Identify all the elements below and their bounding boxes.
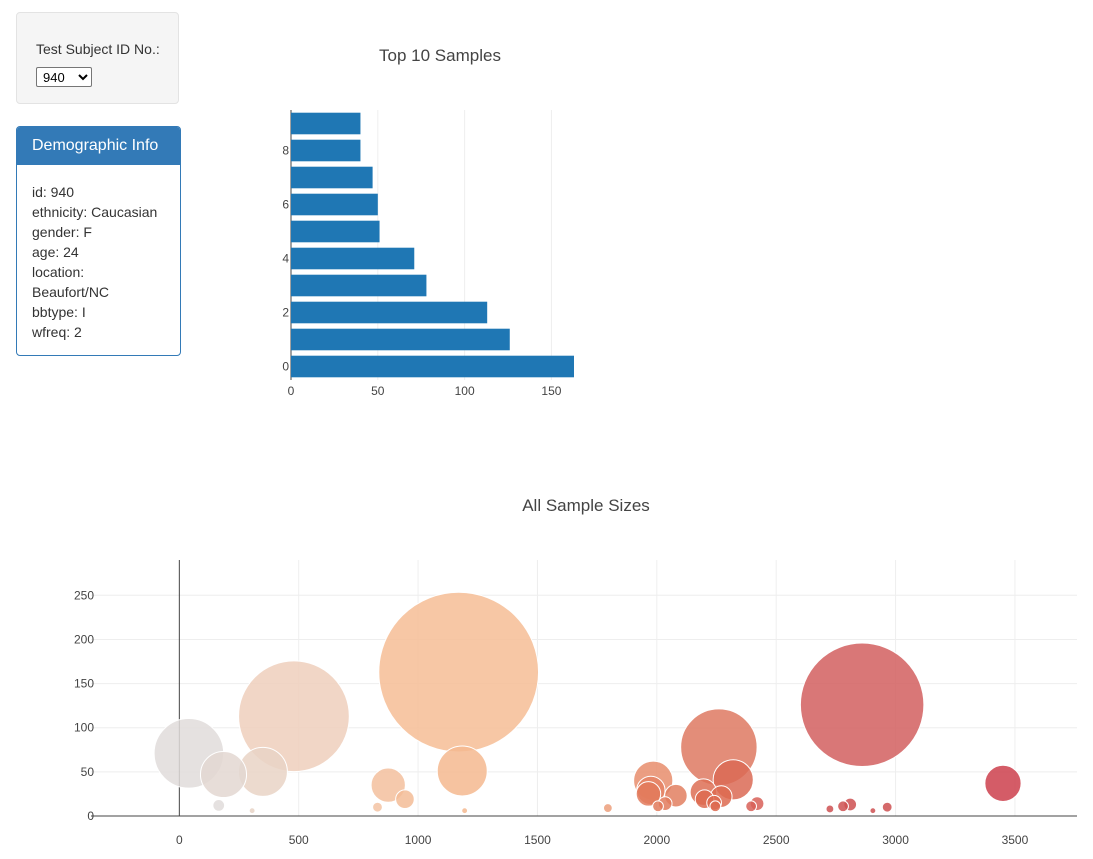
demo-line-gender: gender: F: [32, 224, 92, 240]
bubble-point-16: [652, 800, 664, 813]
bar-0: [291, 355, 574, 378]
bar-y-tick: 0: [282, 360, 289, 374]
bar-y-tick: 4: [282, 252, 289, 266]
demo-line-bbtype: bbtype: I: [32, 304, 86, 320]
bubble-point-27: [749, 796, 765, 812]
bar-chart-title: Top 10 Samples: [379, 46, 501, 65]
bubble-point-28: [825, 804, 835, 814]
demographic-panel-body: id: 940 ethnicity: Caucasian gender: F a…: [17, 165, 180, 342]
demo-line-location-label: location:: [32, 264, 85, 280]
bubble-point-12: [602, 803, 613, 813]
bubble-point-33: [881, 801, 893, 813]
subject-selector-label: Test Subject ID No.:: [36, 41, 160, 57]
bubble-point-1: [212, 799, 226, 812]
bar-9: [291, 112, 361, 135]
bubble-point-23: [709, 800, 722, 813]
demographic-panel-title: Demographic Info: [17, 127, 180, 165]
bubble-point-3: [248, 807, 256, 815]
bubble-y-tick: 50: [81, 765, 95, 779]
bar-6: [291, 193, 378, 216]
bar-y-tick: 6: [282, 198, 289, 212]
demo-line-ethnicity: ethnicity: Caucasian: [32, 204, 158, 220]
bubble-point-6: [372, 801, 383, 813]
subject-selector-well: Test Subject ID No.: 940: [16, 12, 179, 104]
bubble-point-11: [461, 807, 469, 815]
bubble-point-9: [378, 591, 540, 753]
bubble-x-tick: 1500: [524, 833, 551, 847]
bar-x-tick: 50: [371, 384, 385, 398]
bubble-point-5: [238, 660, 350, 773]
bar-x-tick: 100: [455, 384, 475, 398]
bubble-x-tick: 500: [289, 833, 309, 847]
bubble-chart-title: All Sample Sizes: [522, 496, 650, 515]
bubble-x-tick: 2000: [643, 833, 670, 847]
bar-5: [291, 220, 380, 243]
bubble-point-22: [706, 794, 722, 811]
bubble-x-tick: 3000: [882, 833, 909, 847]
bubble-x-tick: 0: [176, 833, 183, 847]
bubble-y-tick: 250: [74, 588, 94, 602]
demographic-panel: Demographic Info id: 940 ethnicity: Cauc…: [16, 126, 181, 356]
bubble-point-10: [436, 745, 488, 797]
bubble-point-30: [843, 797, 858, 812]
bar-1: [291, 328, 510, 351]
bar-8: [291, 139, 361, 162]
bubble-point-26: [745, 800, 758, 813]
demo-line-wfreq: wfreq: 2: [32, 324, 82, 340]
bar-x-tick: 150: [541, 384, 561, 398]
bubble-point-0: [153, 718, 225, 789]
bar-y-tick: 8: [282, 144, 289, 158]
bubble-y-tick: 100: [74, 721, 94, 735]
demo-line-id: id: 940: [32, 184, 75, 200]
bubble-x-tick: 3500: [1002, 833, 1029, 847]
bar-3: [291, 274, 427, 297]
bubble-point-4: [237, 746, 288, 797]
bubble-point-31: [799, 642, 925, 768]
bubble-point-25: [712, 759, 754, 801]
bubble-y-tick: 200: [74, 632, 94, 646]
bubble-y-tick: 150: [74, 677, 94, 691]
bar-x-tick: 0: [288, 384, 295, 398]
bubble-point-13: [633, 760, 674, 801]
bubble-point-29: [837, 800, 849, 813]
bar-7: [291, 166, 373, 189]
bubble-point-19: [680, 708, 758, 786]
demo-line-age: age: 24: [32, 244, 79, 260]
bar-2: [291, 301, 488, 324]
bar-y-tick: 2: [282, 306, 289, 320]
bubble-point-21: [694, 789, 715, 810]
bubble-point-14: [636, 775, 666, 806]
bubble-point-2: [199, 750, 248, 799]
bubble-point-20: [689, 778, 718, 806]
demo-line-location-value: Beaufort/NC: [32, 284, 110, 300]
bubble-point-18: [664, 783, 688, 808]
bubble-point-15: [635, 781, 662, 807]
bubble-y-tick: 0: [87, 809, 94, 823]
subject-id-select[interactable]: 940: [36, 67, 92, 87]
bubble-point-34: [984, 764, 1022, 802]
bubble-x-tick: 2500: [763, 833, 790, 847]
bar-4: [291, 247, 415, 270]
bubble-point-8: [395, 789, 415, 810]
bubble-point-7: [370, 767, 406, 803]
bubble-point-17: [657, 796, 673, 812]
bubble-point-24: [709, 785, 733, 808]
bubble-point-32: [869, 807, 877, 815]
bubble-x-tick: 1000: [405, 833, 432, 847]
